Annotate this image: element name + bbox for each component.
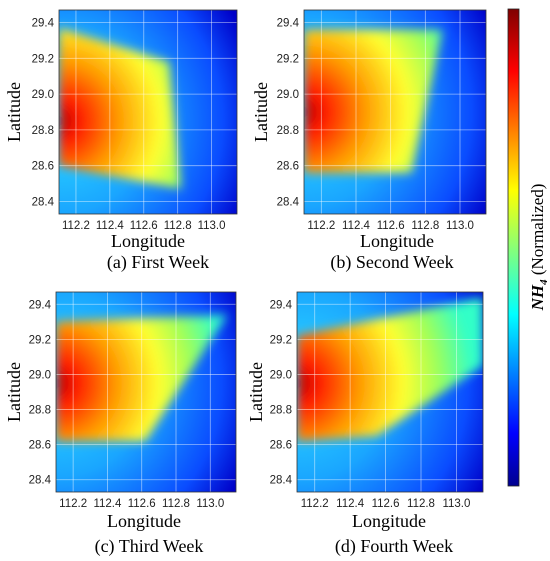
x-tick-label: 112.2 bbox=[59, 498, 87, 510]
colorbar-label-species: NH bbox=[528, 284, 547, 311]
grid bbox=[304, 10, 486, 214]
y-tick-label: 28.6 bbox=[32, 161, 54, 173]
x-axis-label: Longitude bbox=[360, 231, 434, 251]
colorbar-label-subscript: 4 bbox=[538, 279, 550, 286]
grid bbox=[297, 292, 483, 492]
y-tick-label: 29.4 bbox=[277, 18, 300, 30]
x-tick-label: 112.8 bbox=[162, 498, 190, 510]
x-tick-label: 112.4 bbox=[93, 498, 122, 510]
grid bbox=[59, 10, 237, 214]
heatmap-field bbox=[59, 10, 237, 214]
x-tick-label: 113.0 bbox=[196, 498, 224, 510]
y-axis-label: Latitude bbox=[246, 362, 266, 422]
y-axis-label: Latitude bbox=[4, 82, 24, 142]
colorbar-label: NH4 (Normalized) bbox=[528, 184, 550, 312]
x-tick-label: 112.4 bbox=[342, 220, 371, 232]
high-value-region bbox=[297, 297, 483, 442]
panel-caption: (d) Fourth Week bbox=[335, 536, 453, 557]
panel-1: 112.2 112.4 112.6 112.8 113.0 28.4 28.6 28.8 29.… bbox=[4, 9, 238, 273]
grid bbox=[56, 292, 236, 492]
plot-frame bbox=[55, 291, 237, 493]
y-axis-label: Latitude bbox=[251, 82, 271, 142]
x-tick-label: 112.4 bbox=[336, 498, 365, 510]
x-tick-label: 112.2 bbox=[307, 220, 335, 232]
x-axis-label: Longitude bbox=[352, 511, 426, 531]
y-tick-label: 28.4 bbox=[270, 475, 293, 487]
y-tick-label: 29.0 bbox=[32, 89, 54, 101]
panel-caption: (b) Second Week bbox=[330, 252, 453, 273]
x-tick-label: 112.6 bbox=[372, 498, 400, 510]
high-value-region bbox=[59, 27, 182, 189]
y-tick-label: 29.2 bbox=[32, 53, 54, 65]
x-tick-label: 112.2 bbox=[301, 498, 329, 510]
y-tick-label: 29.2 bbox=[277, 53, 299, 65]
y-axis-label: Latitude bbox=[4, 362, 24, 422]
x-tick-label: 112.6 bbox=[128, 498, 156, 510]
y-tick-label: 28.4 bbox=[32, 196, 55, 208]
y-tick-label: 28.8 bbox=[277, 125, 299, 137]
y-tick-label: 29.0 bbox=[277, 89, 299, 101]
high-value-region bbox=[304, 29, 443, 173]
y-tick-label: 29.0 bbox=[29, 369, 51, 381]
colorbar-gradient bbox=[507, 8, 520, 487]
plot-frame bbox=[303, 9, 487, 215]
x-tick-label: 112.8 bbox=[407, 498, 435, 510]
x-tick-label: 112.8 bbox=[411, 220, 439, 232]
panel-2: 112.2 112.4 112.6 112.8 113.0 28.4 28.6 28.8 29.… bbox=[251, 9, 487, 273]
y-tick-label: 28.8 bbox=[270, 405, 292, 417]
plot-frame bbox=[296, 291, 484, 493]
x-tick-label: 112.4 bbox=[96, 220, 125, 232]
y-tick-label: 29.0 bbox=[270, 369, 292, 381]
y-tick-label: 28.6 bbox=[277, 161, 299, 173]
heatmap-field bbox=[304, 10, 486, 214]
panel-4: 112.2 112.4 112.6 112.8 113.0 28.4 28.6 28.8 29.… bbox=[246, 291, 484, 557]
y-tick-label: 29.2 bbox=[29, 334, 51, 346]
y-tick-label: 28.6 bbox=[270, 440, 292, 452]
y-tick-label: 29.2 bbox=[270, 334, 292, 346]
y-tick-label: 29.4 bbox=[29, 299, 52, 311]
x-tick-label: 113.0 bbox=[198, 220, 226, 232]
panel-caption: (a) First Week bbox=[107, 252, 209, 273]
heatmap-field bbox=[56, 292, 236, 492]
colorbar-label-rest: (Normalized) bbox=[528, 184, 547, 280]
y-tick-label: 28.6 bbox=[29, 440, 51, 452]
x-axis-label: Longitude bbox=[111, 231, 185, 251]
y-tick-label: 28.8 bbox=[32, 125, 54, 137]
x-tick-label: 112.6 bbox=[130, 220, 158, 232]
plot-frame bbox=[58, 9, 238, 215]
panel-caption: (c) Third Week bbox=[95, 536, 204, 557]
y-tick-label: 28.4 bbox=[277, 196, 300, 208]
panel-3: 112.2 112.4 112.6 112.8 113.0 28.4 28.6 28.8 29.… bbox=[4, 291, 237, 557]
x-tick-label: 112.8 bbox=[164, 220, 192, 232]
y-tick-label: 28.4 bbox=[29, 475, 52, 487]
x-tick-label: 113.0 bbox=[446, 220, 474, 232]
x-tick-label: 113.0 bbox=[442, 498, 470, 510]
colorbar: NH4 (Normalized) bbox=[507, 8, 550, 487]
y-tick-label: 29.4 bbox=[270, 299, 293, 311]
heatmap-field bbox=[297, 292, 483, 492]
x-axis-label: Longitude bbox=[107, 511, 181, 531]
y-tick-label: 29.4 bbox=[32, 18, 55, 30]
y-tick-label: 28.8 bbox=[29, 405, 51, 417]
x-tick-label: 112.6 bbox=[377, 220, 405, 232]
x-tick-label: 112.2 bbox=[62, 220, 90, 232]
